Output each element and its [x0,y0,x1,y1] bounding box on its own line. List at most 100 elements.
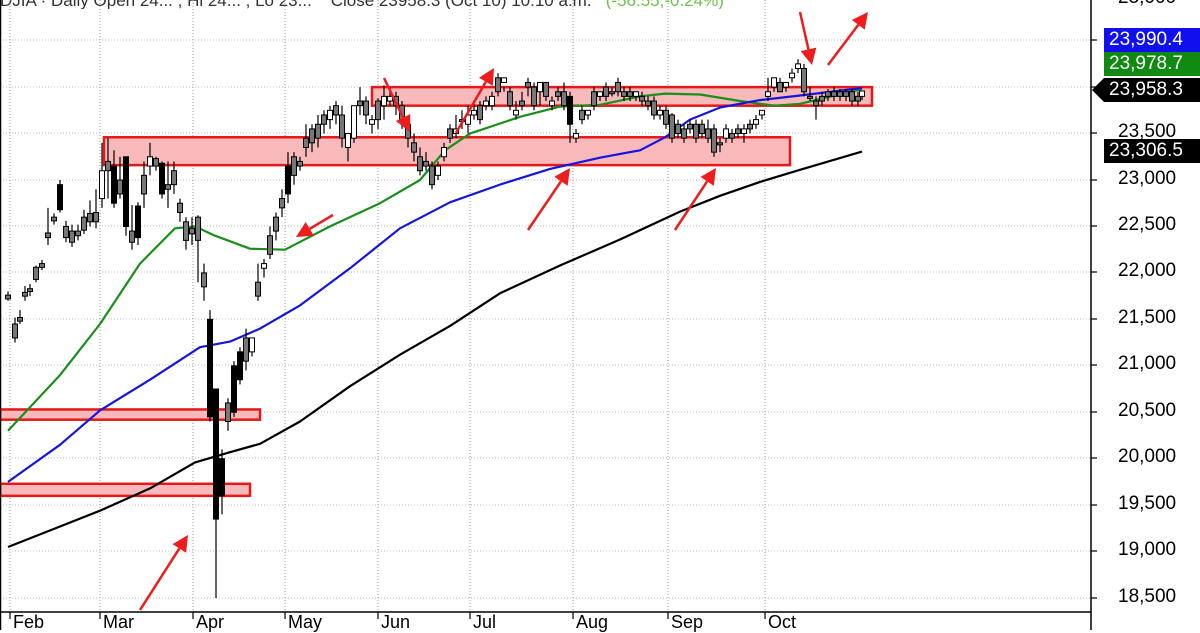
candle [747,123,753,130]
resistance-zone [0,482,252,498]
candle [441,146,447,158]
ma-line-blue [7,86,863,483]
candle [525,81,531,88]
candle [321,114,327,125]
candle [297,160,303,167]
arrow-icon [395,114,411,132]
candle [219,458,225,497]
candle [81,216,87,231]
candle [825,91,831,97]
candle [351,105,357,139]
candle [363,100,369,116]
candle [303,137,309,148]
y-tick-label: 18,500 [1118,586,1177,607]
candle [255,281,261,297]
resistance-zones [0,85,874,498]
candle [22,291,28,297]
arrow-icon [554,168,570,186]
candle [807,95,813,99]
x-tick-label-month: Oct [768,612,797,632]
candle [639,95,645,102]
candle [39,263,45,268]
candle [519,100,525,107]
candle [189,227,195,235]
candle [837,91,843,97]
y-tick-label: 21,000 [1118,353,1177,374]
candle [153,158,159,167]
candle [87,212,93,223]
candle [585,109,591,116]
candle [567,95,573,125]
candle [561,91,567,107]
candle [291,156,297,176]
candle [147,156,153,167]
candle [549,100,555,107]
candle [417,156,423,172]
candle [513,109,519,116]
arrow-icon [296,221,314,237]
candle [621,91,627,97]
candle [279,198,285,209]
candle [225,402,231,423]
candle [735,128,741,135]
price-tag-last: 23,958.3 [1104,78,1200,102]
candle [741,128,747,135]
candle [141,174,147,195]
candle [345,133,351,148]
candle [465,114,471,125]
y-tick-label: 23,000 [1118,168,1177,189]
candle [657,109,663,116]
candle [339,114,345,139]
candle [543,81,549,97]
ma-line-black [7,150,863,549]
candle [249,337,255,353]
x-tick-label-month: Mar [103,612,134,632]
candle [333,105,339,116]
candle [579,109,585,121]
candle [99,170,105,200]
resistance-zone [0,408,262,421]
candle [795,63,801,70]
x-tick-label-month: May [288,612,323,632]
candle [831,91,837,97]
candle [5,294,11,300]
arrow-icon [700,168,716,186]
y-tick-label: 19,000 [1118,539,1177,560]
candle [213,388,219,520]
candle [859,90,865,97]
candle [135,205,141,239]
candle [411,142,417,153]
candle [813,100,819,107]
last-price-pointer-icon [1092,78,1106,102]
candle [123,156,129,227]
price-tag-green-ma: 23,978.7 [1104,52,1200,76]
candle [75,230,81,237]
candle [531,86,537,107]
candle [753,119,759,125]
candle [603,86,609,97]
candle [675,123,681,135]
candle [663,109,669,125]
candle [777,81,783,93]
x-tick-label-month: Jul [473,612,497,632]
y-tick-label-top: 25,000 [1118,0,1176,9]
candle [693,123,699,139]
candle [507,91,513,107]
candle [171,170,177,186]
candle [819,95,825,102]
candle [801,68,807,93]
candle [315,123,321,139]
candle [843,91,849,97]
candle [327,109,333,121]
candle [267,235,273,255]
candle [375,100,381,121]
candle [471,109,477,116]
candle [723,128,729,139]
candle [201,272,207,288]
candle [45,232,51,239]
candle [285,165,291,195]
candle [627,91,633,97]
axes [0,0,1097,630]
